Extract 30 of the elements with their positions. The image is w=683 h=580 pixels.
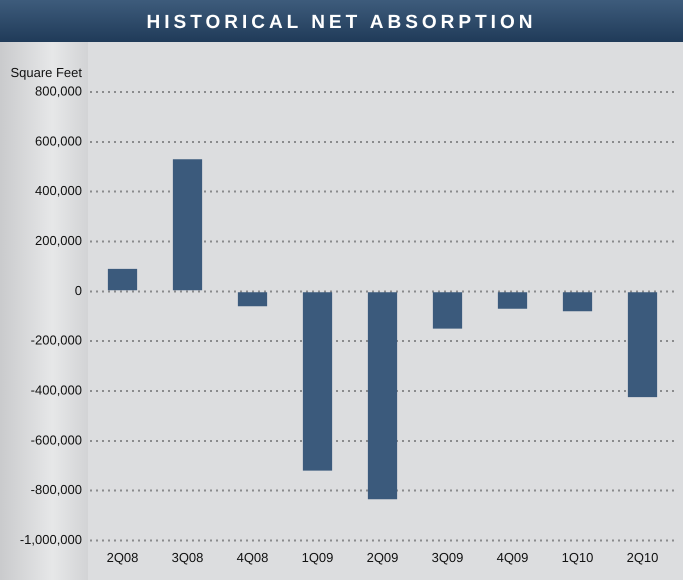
y-tick-label: 600,000 [35, 133, 82, 148]
bar [368, 292, 398, 500]
y-tick-label: -400,000 [30, 382, 82, 398]
bar [628, 292, 658, 398]
y-tick-label: -1,000,000 [20, 532, 82, 547]
bar [498, 292, 528, 309]
chart-title: HISTORICAL NET ABSORPTION [0, 0, 683, 42]
y-tick-label: 0 [74, 282, 82, 298]
bar [238, 292, 268, 306]
x-tick-label: 1Q10 [562, 550, 594, 565]
bar [562, 292, 592, 312]
x-tick-label: 3Q08 [172, 550, 204, 565]
y-tick-label: 800,000 [35, 84, 82, 99]
x-tick-label: 4Q08 [236, 550, 268, 565]
y-tick-label: 400,000 [35, 183, 82, 198]
bar [302, 292, 332, 471]
bar [172, 159, 202, 290]
x-tick-label: 2Q10 [626, 550, 658, 565]
y-tick-label: 200,000 [35, 233, 82, 248]
y-tick-label: -800,000 [30, 482, 82, 498]
bar [108, 268, 138, 290]
bar [432, 292, 462, 329]
x-tick-label: 2Q09 [366, 550, 398, 565]
x-tick-label: 2Q08 [106, 550, 138, 565]
x-tick-label: 1Q09 [302, 550, 334, 565]
x-tick-label: 4Q09 [496, 550, 528, 565]
x-tick-label: 3Q09 [432, 550, 464, 565]
y-axis-title: Square Feet [10, 65, 82, 80]
y-tick-label: -600,000 [30, 432, 82, 448]
y-tick-label: -200,000 [30, 332, 82, 348]
